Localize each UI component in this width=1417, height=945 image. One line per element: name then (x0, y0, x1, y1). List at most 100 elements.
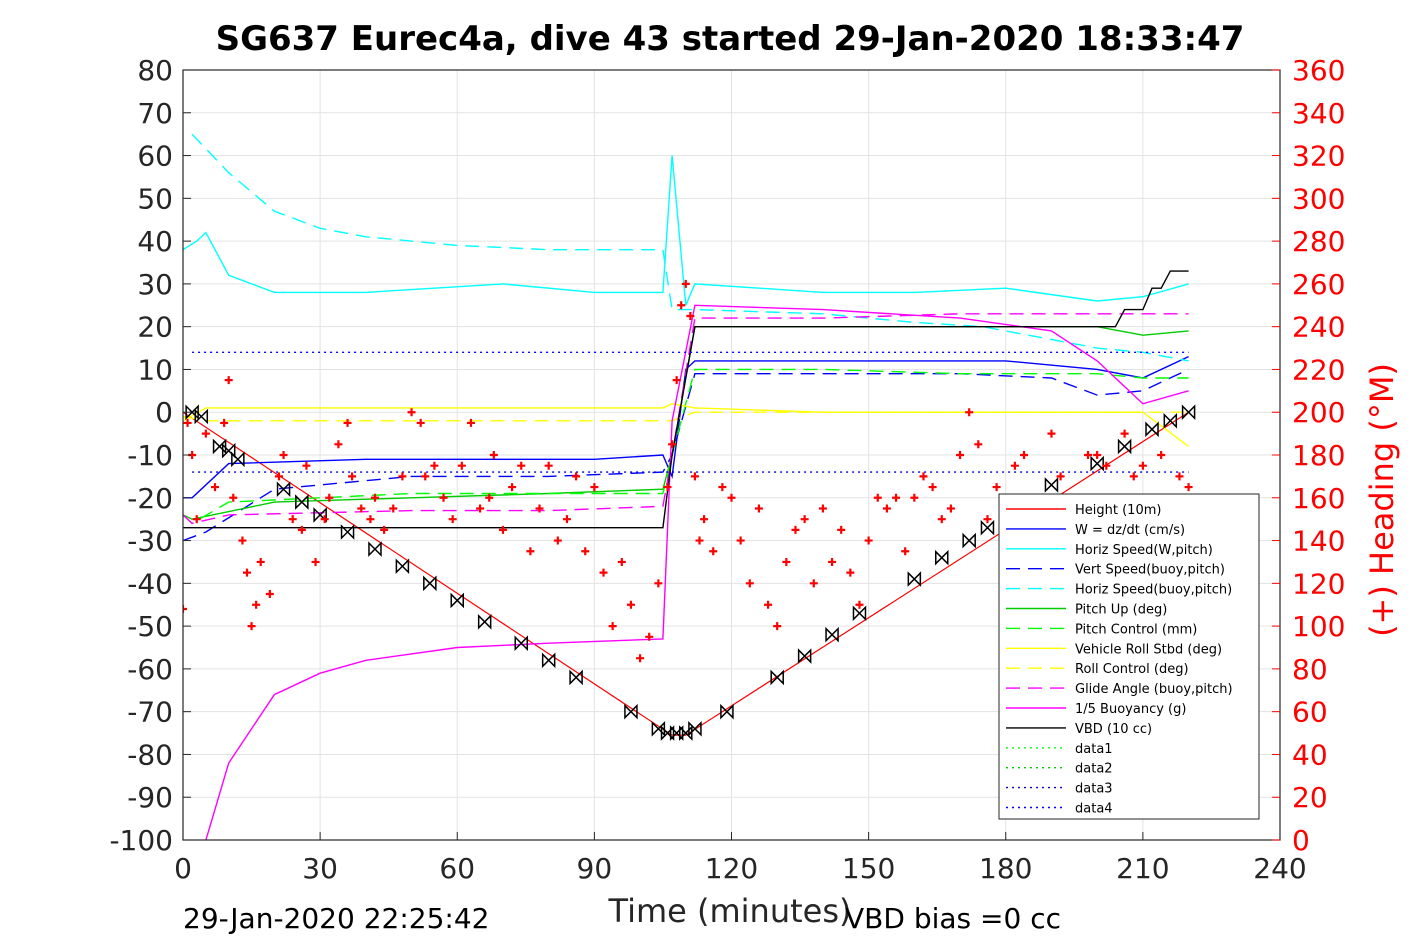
y-right-tick-label-2: 320 (1292, 140, 1345, 173)
heading-point-81 (809, 579, 818, 588)
y-tick-label-18: -100 (109, 824, 173, 857)
heading-point-74 (745, 579, 754, 588)
series-line-7 (183, 402, 1190, 447)
y-right-tick-label-14: 80 (1292, 653, 1328, 686)
heading-point-17 (288, 515, 297, 524)
heading-point-29 (380, 525, 389, 534)
legend-label-5: Pitch Up (deg) (1075, 603, 1167, 618)
heading-point-65 (681, 279, 690, 288)
heading-point-100 (983, 515, 992, 524)
depth-marker-32 (1044, 477, 1059, 493)
series-line-1 (183, 355, 1189, 499)
depth-marker-35 (1145, 421, 1159, 438)
heading-point-119 (1157, 451, 1166, 459)
x-tick-label-8: 240 (1253, 852, 1306, 885)
heading-point-80 (800, 515, 809, 524)
series-layer (183, 133, 1190, 840)
heading-point-70 (709, 547, 718, 556)
heading-point-40 (476, 504, 485, 513)
heading-point-24 (343, 418, 352, 427)
x-axis-label: Time (minutes) (608, 892, 852, 930)
heading-point-64 (677, 301, 686, 310)
heading-point-66 (686, 311, 695, 320)
heading-point-12 (252, 600, 261, 609)
depth-marker-28 (907, 571, 922, 587)
heading-point-28 (370, 493, 379, 502)
heading-point-57 (626, 600, 635, 609)
heading-point-58 (636, 654, 645, 663)
y-axis-right-label: (+) Heading (°M) (1363, 363, 1401, 637)
heading-point-41 (485, 493, 494, 502)
depth-marker-4 (231, 451, 245, 468)
depth-marker-15 (541, 652, 556, 669)
heading-point-89 (882, 504, 891, 513)
depth-marker-33 (1090, 455, 1104, 472)
heading-point-111 (1084, 451, 1093, 459)
heading-point-1 (183, 418, 192, 427)
heading-point-7 (224, 376, 233, 385)
heading-point-39 (466, 418, 475, 427)
depth-marker-17 (624, 703, 638, 720)
heading-point-96 (946, 504, 955, 513)
heading-point-85 (846, 568, 855, 577)
heading-point-93 (919, 472, 928, 481)
heading-point-25 (348, 472, 357, 481)
heading-point-62 (668, 440, 677, 449)
heading-point-71 (718, 483, 727, 492)
y-right-tick-label-9: 180 (1292, 439, 1345, 472)
heading-point-67 (690, 472, 699, 481)
heading-point-122 (1184, 483, 1193, 492)
series-line-11 (183, 270, 1189, 529)
legend-label-12: data1 (1075, 742, 1113, 757)
heading-point-121 (1175, 472, 1184, 481)
heading-point-117 (1138, 461, 1147, 470)
heading-point-113 (1102, 461, 1111, 470)
legend-label-1: W = dz/dt (cm/s) (1075, 523, 1185, 538)
heading-point-54 (599, 568, 608, 577)
x-tick-label-5: 150 (842, 852, 895, 885)
heading-point-79 (791, 525, 800, 534)
series-line-3 (183, 368, 1189, 542)
heading-point-32 (407, 408, 416, 417)
heading-point-90 (892, 493, 901, 502)
depth-marker-26 (825, 626, 839, 643)
y-tick-label-15: -70 (127, 696, 173, 729)
heading-point-73 (736, 536, 745, 545)
y-right-tick-label-11: 140 (1292, 525, 1345, 558)
heading-point-20 (311, 557, 320, 566)
heading-point-108 (1056, 472, 1065, 481)
heading-point-69 (700, 515, 709, 524)
heading-point-46 (526, 547, 535, 556)
depth-marker-19 (660, 725, 675, 741)
legend-label-10: 1/5 Buoyancy (g) (1075, 702, 1186, 717)
heading-point-0 (183, 605, 187, 613)
heading-point-16 (279, 451, 288, 459)
heading-point-77 (773, 622, 782, 631)
depth-marker-27 (852, 605, 867, 622)
y-right-tick-label-15: 60 (1292, 696, 1328, 729)
depth-marker-3 (221, 442, 236, 459)
y-tick-label-6: 20 (137, 311, 173, 344)
y-right-tick-label-4: 280 (1292, 225, 1345, 258)
y-tick-label-2: 60 (137, 140, 173, 173)
depth-marker-10 (395, 558, 410, 575)
y-tick-label-16: -80 (127, 738, 173, 771)
heading-point-94 (928, 483, 937, 492)
legend-label-15: data4 (1075, 802, 1113, 817)
heading-point-78 (782, 557, 791, 566)
y-right-tick-label-12: 120 (1292, 567, 1345, 600)
heading-point-92 (910, 493, 919, 502)
depth-marker-9 (368, 541, 382, 557)
y-right-tick-label-16: 40 (1292, 738, 1328, 771)
heading-point-107 (1047, 429, 1056, 438)
heading-point-45 (517, 461, 526, 470)
heading-point-47 (535, 504, 544, 513)
depth-marker-6 (295, 494, 309, 510)
y-tick-label-3: 50 (137, 182, 173, 215)
heading-point-115 (1120, 429, 1129, 438)
x-tick-label-7: 210 (1116, 852, 1169, 885)
y-tick-label-7: 10 (137, 353, 173, 386)
heading-point-6 (220, 418, 229, 427)
heading-point-36 (439, 493, 448, 502)
axis-ticks: 0 30 60 90 120 150 180 210 24080706050403020100-… (109, 54, 1345, 885)
